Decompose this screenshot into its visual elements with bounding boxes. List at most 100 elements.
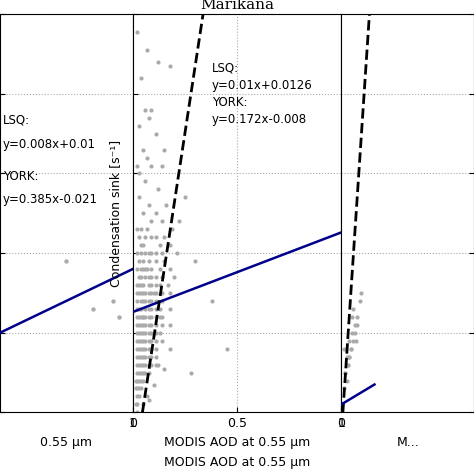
Point <box>139 377 147 384</box>
Point <box>344 361 352 368</box>
X-axis label: MODIS AOD at 0.55 μm: MODIS AOD at 0.55 μm <box>164 436 310 449</box>
Point <box>146 321 153 328</box>
Point <box>141 361 149 368</box>
Point <box>150 289 157 297</box>
Point <box>139 289 147 297</box>
Point <box>133 249 141 257</box>
Point <box>132 385 140 392</box>
Point <box>137 369 145 376</box>
Point <box>133 305 141 313</box>
Point <box>146 345 153 353</box>
Point <box>164 281 172 289</box>
Point <box>158 321 166 328</box>
Point <box>133 377 141 384</box>
Point <box>146 337 153 345</box>
Point <box>133 162 141 169</box>
Point <box>154 58 162 66</box>
Point <box>137 385 145 392</box>
Point <box>137 273 145 281</box>
Point <box>152 249 159 257</box>
Point <box>152 233 159 241</box>
Point <box>141 249 149 257</box>
Point <box>133 297 141 305</box>
Point <box>139 241 147 249</box>
Point <box>146 361 153 368</box>
Point <box>146 397 153 404</box>
Text: YORK:: YORK: <box>3 170 38 182</box>
Point <box>133 313 141 320</box>
Point <box>341 369 349 376</box>
Point <box>139 146 147 154</box>
Point <box>148 281 155 289</box>
Point <box>116 313 123 320</box>
Point <box>152 305 159 313</box>
Point <box>352 337 360 345</box>
Point <box>133 281 141 289</box>
Point <box>346 353 353 360</box>
Point <box>132 377 140 384</box>
Point <box>133 226 141 233</box>
Point <box>144 154 151 161</box>
Point <box>135 193 143 201</box>
Point <box>135 345 143 353</box>
Point <box>171 273 178 281</box>
Point <box>208 297 216 305</box>
Point <box>135 281 143 289</box>
Point <box>137 74 145 82</box>
Point <box>146 114 153 121</box>
Point <box>160 146 168 154</box>
Point <box>156 313 164 320</box>
Point <box>139 281 147 289</box>
X-axis label: 0.55 μm: 0.55 μm <box>40 436 92 449</box>
Point <box>137 241 145 249</box>
Point <box>348 313 356 320</box>
Point <box>132 401 140 408</box>
Point <box>141 369 149 376</box>
Point <box>340 385 348 392</box>
Point <box>351 329 358 337</box>
Point <box>133 401 141 408</box>
Point <box>109 297 117 305</box>
Point <box>166 241 174 249</box>
Point <box>139 401 147 408</box>
Point <box>152 289 159 297</box>
Point <box>146 249 153 257</box>
Point <box>148 337 155 345</box>
Point <box>144 226 151 233</box>
Point <box>148 297 155 305</box>
Point <box>135 337 143 345</box>
Point <box>135 392 143 400</box>
Point <box>137 249 145 257</box>
Point <box>146 289 153 297</box>
Point <box>181 193 189 201</box>
Point <box>137 226 145 233</box>
Point <box>144 392 151 400</box>
Point <box>133 337 141 345</box>
Point <box>137 281 145 289</box>
Point <box>148 361 155 368</box>
Point <box>148 162 155 169</box>
Point <box>141 233 149 241</box>
Point <box>133 392 141 400</box>
Point <box>139 329 147 337</box>
Text: MODIS AOD at 0.55 μm: MODIS AOD at 0.55 μm <box>164 456 310 469</box>
Point <box>349 305 357 313</box>
Point <box>158 162 166 169</box>
Point <box>135 321 143 328</box>
Point <box>146 313 153 320</box>
Point <box>137 297 145 305</box>
Point <box>156 265 164 273</box>
Point <box>141 178 149 185</box>
Point <box>133 353 141 360</box>
Point <box>148 218 155 225</box>
Point <box>139 313 147 320</box>
Point <box>144 46 151 54</box>
Point <box>135 353 143 360</box>
Point <box>133 361 141 368</box>
Point <box>146 369 153 376</box>
Point <box>146 329 153 337</box>
Point <box>139 210 147 217</box>
Point <box>133 321 141 328</box>
Point <box>148 329 155 337</box>
Point <box>135 361 143 368</box>
